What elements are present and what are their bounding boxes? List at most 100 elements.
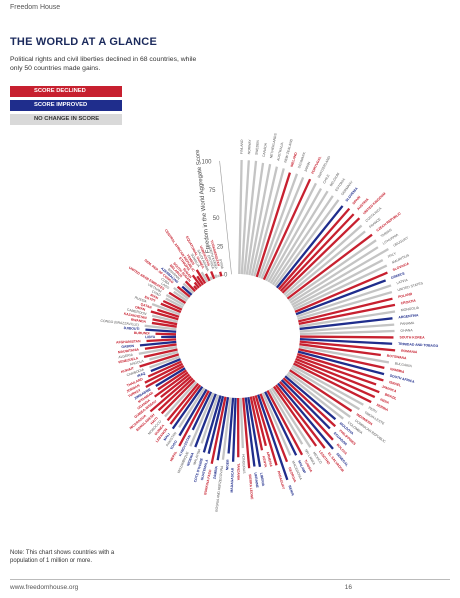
country-label: BRAZIL bbox=[384, 392, 397, 400]
radial-bar bbox=[191, 391, 213, 431]
country-label: VENEZUELA bbox=[118, 356, 139, 364]
radial-bar bbox=[149, 350, 179, 361]
radial-bar bbox=[138, 345, 178, 355]
radial-bar bbox=[227, 397, 235, 454]
legend-label-no-change: NO CHANGE IN SCORE bbox=[34, 116, 100, 122]
footer-url[interactable]: www.freedomhouse.org bbox=[10, 584, 79, 591]
country-label: LIBYA bbox=[145, 335, 155, 339]
radial-bar bbox=[210, 396, 227, 464]
radial-bar bbox=[143, 348, 178, 358]
country-label: ARGENTINA bbox=[398, 313, 419, 319]
radial-bar bbox=[295, 279, 387, 316]
country-label: MALAWI bbox=[297, 460, 307, 474]
radial-bar bbox=[297, 297, 393, 323]
country-label: LATVIA bbox=[396, 278, 409, 286]
radial-bar bbox=[169, 384, 202, 425]
page-number: 16 bbox=[344, 584, 352, 591]
radial-bar bbox=[146, 338, 177, 343]
country-label: SOMALIA bbox=[190, 253, 201, 269]
country-label: TOGO bbox=[170, 439, 179, 450]
radial-bar bbox=[155, 367, 186, 388]
country-label: KUWAIT bbox=[120, 366, 135, 374]
radial-bar bbox=[249, 396, 264, 451]
radial-bar bbox=[294, 271, 388, 313]
country-label: SUDAN bbox=[182, 267, 193, 279]
radial-bars bbox=[138, 160, 396, 481]
radial-bar bbox=[297, 290, 393, 321]
country-label: BURKINA FASO bbox=[203, 469, 212, 495]
radial-bar bbox=[178, 388, 208, 437]
radial-bar bbox=[166, 382, 200, 422]
country-label: ROMANIA bbox=[401, 349, 418, 355]
y-tick-label: 100 bbox=[201, 160, 212, 166]
radial-bar bbox=[287, 371, 351, 418]
country-label: ANGOLA bbox=[129, 359, 144, 367]
radial-bar bbox=[160, 302, 182, 314]
country-label: CROATIA bbox=[400, 299, 416, 306]
country-label: THAILAND bbox=[126, 377, 144, 388]
country-label: TRINIDAD AND TOBAGO bbox=[398, 342, 439, 348]
country-label: TAIWAN bbox=[380, 227, 393, 238]
radial-bar bbox=[270, 387, 312, 448]
legend-label-improved: SCORE IMPROVED bbox=[34, 102, 88, 108]
country-label: KAZAKHSTAN bbox=[123, 312, 147, 320]
country-label: JORDAN bbox=[126, 383, 141, 393]
radial-bar bbox=[299, 317, 393, 331]
y-tick-label: 0 bbox=[224, 273, 228, 279]
radial-bar bbox=[285, 230, 366, 298]
radial-bar bbox=[298, 348, 385, 369]
radial-bar bbox=[150, 310, 179, 321]
radial-bar bbox=[261, 392, 292, 456]
radial-bar bbox=[196, 275, 204, 286]
country-label: BOSNIA AND HERZEGOVINA bbox=[215, 465, 225, 512]
radial-bar bbox=[165, 297, 184, 309]
radial-bar bbox=[139, 353, 180, 368]
radial-bar bbox=[282, 377, 337, 428]
radial-bar bbox=[291, 248, 389, 306]
radial-bar bbox=[271, 195, 334, 286]
country-label: COTE D'IVOIRE bbox=[193, 457, 204, 483]
radial-bar bbox=[173, 290, 188, 302]
chart-legend: SCORE DECLINED SCORE IMPROVED NO CHANGE … bbox=[10, 86, 122, 128]
radial-bar bbox=[258, 173, 299, 279]
country-label: CAMEROON bbox=[126, 308, 147, 317]
country-label: NORTH KOREA bbox=[207, 245, 219, 271]
radial-bar bbox=[193, 281, 200, 289]
radial-bar bbox=[182, 282, 195, 294]
radial-bar bbox=[173, 286, 190, 300]
radial-bar bbox=[299, 329, 395, 336]
legend-item-no-change: NO CHANGE IN SCORE bbox=[10, 114, 122, 125]
country-label: JAPAN bbox=[303, 161, 311, 173]
country-label: SIERRA LEONE bbox=[248, 474, 254, 500]
radial-bar bbox=[293, 362, 372, 404]
country-label: MALAYSIA bbox=[192, 448, 201, 466]
country-label: BULGARIA bbox=[394, 361, 412, 368]
country-label: HONDURAS bbox=[241, 454, 246, 474]
radial-bar bbox=[181, 285, 193, 296]
country-label: UKRAINE bbox=[253, 472, 259, 489]
radial-bar bbox=[264, 391, 298, 456]
radial-bar bbox=[262, 178, 312, 281]
radial-bar bbox=[278, 380, 334, 441]
radial-bar bbox=[184, 280, 196, 293]
radial-bar bbox=[255, 172, 292, 278]
country-label: RWANDA bbox=[131, 318, 147, 324]
radial-bar bbox=[204, 273, 211, 282]
radial-bar bbox=[242, 397, 251, 469]
country-label: CONGO (BRAZZAVILLE) bbox=[100, 319, 139, 327]
radial-bar bbox=[157, 369, 188, 391]
radial-bar bbox=[294, 360, 376, 399]
country-label: NIGERIA bbox=[186, 451, 195, 466]
radial-bar bbox=[297, 350, 385, 376]
country-label: MAURITANIA bbox=[118, 347, 140, 354]
country-label: TURKMENISTAN bbox=[210, 240, 221, 267]
radial-bar bbox=[157, 377, 194, 412]
radial-bar bbox=[189, 392, 215, 447]
country-label: SLOVAKIA bbox=[392, 261, 410, 272]
radial-bar bbox=[162, 299, 183, 311]
radial-bar bbox=[268, 388, 304, 445]
radial-bar bbox=[160, 379, 196, 415]
country-label: YEMEN bbox=[186, 253, 196, 266]
radial-bar bbox=[145, 328, 177, 333]
country-label: NEW ZEALAND bbox=[283, 138, 293, 163]
